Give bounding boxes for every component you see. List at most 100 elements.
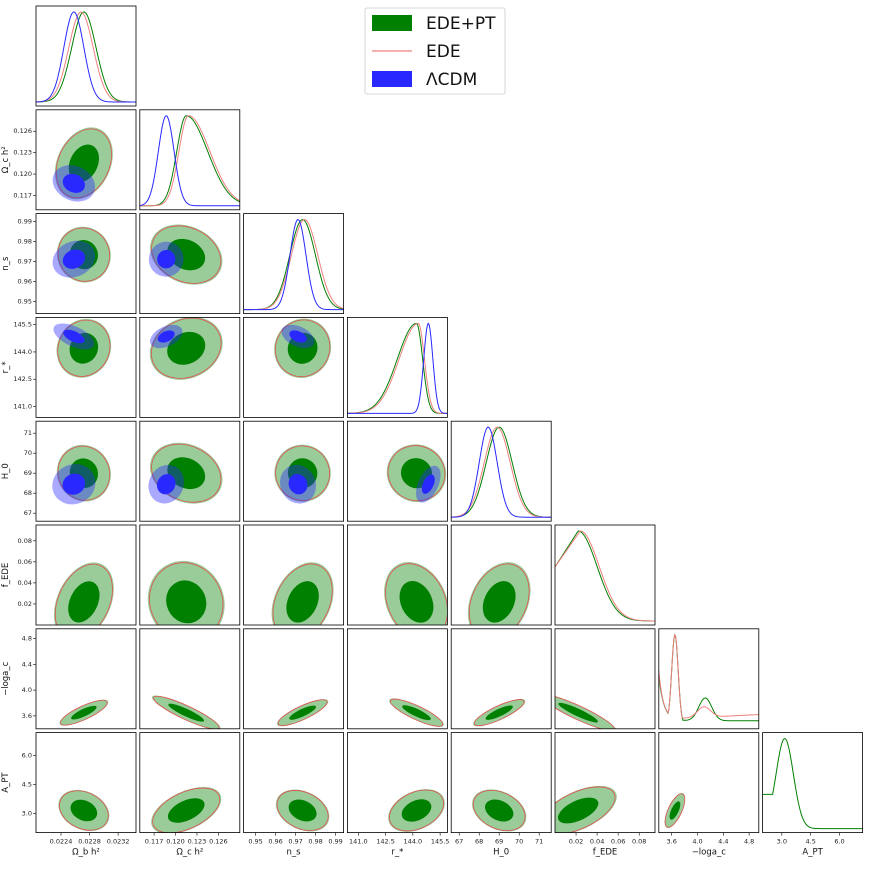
x-tick-label: 0.02 (569, 838, 583, 846)
marginal-ede-r_s (347, 322, 448, 414)
contour-lcdm-68-H0-r_s (421, 474, 435, 494)
contour-ede-log_ac-omega_c (153, 695, 220, 729)
y-tick-label: 0.99 (18, 218, 32, 226)
panel-frame (35, 732, 137, 833)
contour-ede-f_EDE-omega_b (54, 563, 113, 625)
panel-A_PT-r_s: 141.0 142.5 144.0 145.5 r_* (346, 732, 450, 858)
panel-log_ac-omega_b: 3.6 4.0 4.4 4.8 −loga_c (1, 628, 137, 730)
panel-frame (450, 732, 552, 833)
contour-edept-68-f_EDE-omega_c (166, 580, 207, 624)
panel-r_s-omega_c (139, 316, 241, 418)
x-axis-label-omega_b: Ω_b h² (72, 848, 100, 858)
contour-edept-68-log_ac-H0 (485, 705, 513, 720)
panel-frame (346, 420, 448, 522)
marginal-lcdm-omega_b (35, 11, 136, 103)
marginal-lcdm-n_s (243, 219, 344, 311)
contour-ede-A_PT-H0 (472, 789, 526, 831)
contour-lcdm-68-H0-omega_c (156, 474, 176, 495)
y-axis-label-f_EDE: f_EDE (1, 563, 11, 588)
contour-edept-68-log_ac-omega_b (71, 705, 97, 720)
contour-ede-A_PT-log_ac (664, 793, 686, 828)
contour-edept-68-A_PT-n_s (288, 799, 317, 822)
panel-frame (139, 732, 241, 833)
panel-frame (35, 628, 137, 730)
x-tick-label: 67 (455, 838, 463, 846)
panel-frame (346, 628, 448, 730)
y-tick-label: 4.0 (22, 686, 32, 694)
x-tick-label: 144.0 (404, 838, 423, 846)
x-tick-label: 0.95 (248, 838, 262, 846)
contour-ede-omega_c-omega_b (55, 128, 112, 199)
x-tick-label: 68 (475, 838, 483, 846)
y-tick-label: 4.8 (22, 634, 32, 642)
x-tick-label: 70 (515, 838, 523, 846)
contour-ede-f_EDE-r_s (385, 563, 448, 625)
contour-ede-H0-omega_b (57, 445, 111, 501)
panel-omega_c-omega_c (139, 109, 241, 211)
marginal-ede-log_ac (658, 633, 759, 719)
contour-ede-f_EDE-n_s (272, 563, 333, 625)
legend-swatch-lcdm (372, 71, 412, 87)
y-tick-label: 4.5 (22, 781, 32, 789)
contour-edept-68-A_PT-log_ac (669, 801, 681, 820)
marginal-lcdm-H0 (451, 426, 552, 518)
contour-ede-log_ac-r_s (389, 698, 444, 727)
panel-frame (139, 213, 241, 315)
x-tick-label: 0.0224 (50, 838, 73, 846)
contour-lcdm-68-r_s-omega_b (63, 329, 85, 344)
contour-lcdm-68-H0-omega_b (62, 473, 86, 495)
y-tick-label: 142.5 (13, 375, 32, 383)
x-tick-label: 4.8 (744, 838, 754, 846)
y-tick-label: 0.126 (13, 127, 32, 135)
panel-H0-omega_c (139, 420, 241, 522)
contour-edept-68-log_ac-n_s (289, 705, 317, 720)
y-axis-label-H0: H_0 (1, 463, 11, 479)
contour-ede-f_EDE-H0 (468, 563, 530, 625)
panel-frame (139, 628, 241, 730)
panel-A_PT-log_ac: 3.6 4.0 4.4 4.8 −loga_c (658, 732, 760, 858)
contour-edept-68-H0-omega_c (167, 457, 206, 490)
y-axis-label-n_s: n_s (1, 256, 11, 271)
contour-ede-n_s-omega_c (151, 225, 222, 284)
y-tick-label: 6.0 (22, 752, 32, 760)
panel-frame (450, 420, 552, 522)
y-tick-label: 0.95 (18, 298, 32, 306)
y-tick-label: 0.120 (13, 170, 32, 178)
legend-swatch-edept (372, 15, 412, 31)
marginal-edept-omega_b (35, 11, 136, 103)
contour-ede-r_s-omega_c (151, 317, 222, 379)
y-tick-label: 3.6 (22, 712, 32, 720)
panel-f_EDE-omega_b: 0.02 0.04 0.06 0.08 f_EDE (1, 524, 137, 626)
x-tick-label: 0.08 (632, 838, 646, 846)
x-axis-label-H0: H_0 (493, 848, 509, 858)
y-tick-label: 0.08 (18, 537, 32, 545)
contour-lcdm-68-H0-n_s (288, 474, 308, 495)
y-tick-label: 70 (24, 449, 32, 457)
marginal-lcdm-r_s (347, 322, 448, 414)
x-axis-label-r_s: r_* (391, 848, 403, 858)
y-tick-label: 0.04 (18, 579, 32, 587)
contour-edept-68-A_PT-omega_b (70, 799, 98, 822)
panel-r_s-r_s (346, 316, 448, 418)
legend: EDE+PT EDE ΛCDM (364, 7, 506, 95)
panel-n_s-omega_c (139, 213, 241, 315)
marginal-edept-H0 (451, 426, 552, 518)
panel-frame (450, 628, 552, 730)
panel-log_ac-f_EDE (554, 628, 656, 730)
panel-A_PT-H0: 67 68 69 70 71 H_0 (450, 732, 552, 858)
y-tick-label: 141.0 (13, 402, 32, 410)
marginal-lcdm-omega_c (139, 115, 240, 207)
y-axis-label-omega_c: Ω_c h² (1, 146, 11, 173)
y-tick-label: 145.5 (13, 321, 32, 329)
x-axis-label-f_EDE: f_EDE (593, 848, 618, 858)
contour-edept-68-f_EDE-omega_b (68, 581, 100, 623)
panel-f_EDE-n_s (243, 524, 345, 626)
x-tick-label: 0.98 (308, 838, 322, 846)
panel-frame (554, 524, 656, 626)
x-tick-label: 145.5 (431, 838, 450, 846)
marginal-ede-omega_b (35, 11, 136, 103)
y-tick-label: 71 (24, 429, 32, 437)
x-axis-label-log_ac: −loga_c (692, 848, 727, 858)
marginal-edept-A_PT (762, 738, 863, 830)
